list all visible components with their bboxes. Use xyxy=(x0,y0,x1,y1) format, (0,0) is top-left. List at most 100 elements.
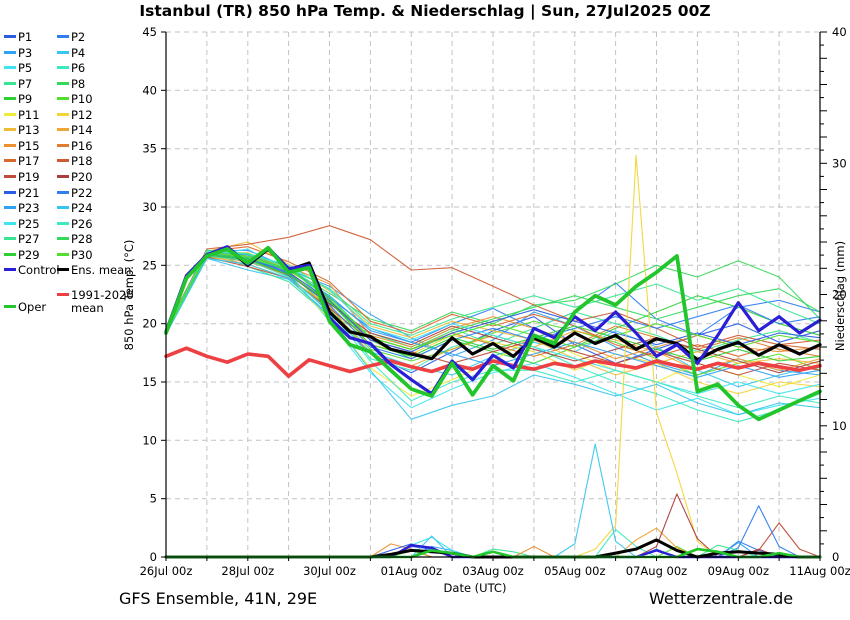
y-axis-right-tick-label: 20 xyxy=(832,288,847,302)
legend-item-p9: P9 xyxy=(4,92,32,106)
legend-label: P10 xyxy=(71,92,93,107)
site-credit-label: Wetterzentrale.de xyxy=(649,589,794,608)
legend-swatch xyxy=(4,50,16,54)
legend-item-p8: P8 xyxy=(57,77,85,91)
legend-label: P7 xyxy=(18,76,33,91)
y-axis-left-tick-label: 10 xyxy=(142,433,157,447)
legend-label: P5 xyxy=(18,61,33,76)
legend-swatch xyxy=(57,81,69,85)
legend-label: P21 xyxy=(18,185,40,200)
legend-swatch xyxy=(4,35,16,38)
series-temp-P25 xyxy=(165,250,821,395)
legend-swatch xyxy=(57,252,69,256)
legend-item-p6: P6 xyxy=(57,61,85,75)
legend-swatch xyxy=(4,252,16,256)
legend-item-p28: P28 xyxy=(57,232,93,246)
legend-swatch xyxy=(4,206,16,210)
x-axis-tick-label: 05Aug 00z xyxy=(544,564,605,578)
legend-label: Ens. mean xyxy=(71,263,132,278)
legend-label: P1 xyxy=(18,30,33,44)
legend-item-control: Control xyxy=(4,263,60,277)
legend-label: P18 xyxy=(71,154,93,169)
legend-swatch xyxy=(57,35,69,38)
legend-label: P26 xyxy=(71,216,93,231)
x-axis-tick-label: 09Aug 00z xyxy=(708,564,769,578)
legend-label: Control xyxy=(18,263,60,278)
legend-item-p16: P16 xyxy=(57,139,93,153)
chart-title: Istanbul (TR) 850 hPa Temp. & Niederschl… xyxy=(139,2,711,20)
y-axis-right-tick-label: 0 xyxy=(832,550,839,564)
legend-swatch xyxy=(57,66,69,70)
legend-label: P20 xyxy=(71,169,93,184)
legend-item-p29: P29 xyxy=(4,248,40,262)
legend-item-p22: P22 xyxy=(57,186,93,200)
y-axis-right-title: Niederschlag (mm) xyxy=(833,240,847,352)
legend-swatch xyxy=(57,293,69,296)
legend-swatch xyxy=(4,128,16,132)
legend-swatch xyxy=(4,221,16,225)
legend-item-p26: P26 xyxy=(57,217,93,231)
legend-label: P14 xyxy=(71,123,93,138)
legend-item-p15: P15 xyxy=(4,139,40,153)
legend-swatch xyxy=(57,143,69,147)
x-axis-tick-label: 28Jul 00z xyxy=(221,564,274,578)
legend-item-p25: P25 xyxy=(4,217,40,231)
legend-swatch xyxy=(57,190,69,194)
legend-item-oper: Oper xyxy=(4,300,46,314)
legend-swatch xyxy=(4,174,16,178)
legend-label: P28 xyxy=(71,232,93,247)
legend-label: P22 xyxy=(71,185,93,200)
legend-label: P9 xyxy=(18,92,33,107)
y-axis-right-tick-label: 10 xyxy=(832,419,847,433)
legend-swatch xyxy=(57,97,69,101)
series-temp-P27 xyxy=(165,249,821,336)
y-axis-left-tick-label: 20 xyxy=(142,317,157,331)
series-temp-P29 xyxy=(165,254,821,362)
legend-swatch xyxy=(4,159,16,163)
model-info-label: GFS Ensemble, 41N, 29E xyxy=(119,589,318,608)
legend-swatch xyxy=(4,143,16,147)
legend-label: 1991-2020 xyxy=(71,288,134,302)
y-axis-left-tick-label: 30 xyxy=(142,200,157,214)
y-axis-left-tick-label: 0 xyxy=(150,550,157,564)
legend-label: P16 xyxy=(71,138,93,153)
legend-item-p17: P17 xyxy=(4,154,40,168)
legend-item-p7: P7 xyxy=(4,77,32,91)
legend-label: P29 xyxy=(18,247,40,262)
legend-item-p13: P13 xyxy=(4,123,40,137)
y-axis-left-tick-label: 35 xyxy=(142,142,157,156)
legend-item-p5: P5 xyxy=(4,61,32,75)
y-axis-left-title: 850 hPa Temp. (°C) xyxy=(122,239,136,351)
legend-item-p20: P20 xyxy=(57,170,93,184)
legend-label: P15 xyxy=(18,138,40,153)
y-axis-left-tick-label: 45 xyxy=(142,25,157,39)
legend-item-p23: P23 xyxy=(4,201,40,215)
series-temp-P30 xyxy=(165,251,821,350)
legend-swatch xyxy=(57,159,69,163)
legend-item-p2: P2 xyxy=(57,30,85,44)
legend-item-p11: P11 xyxy=(4,108,40,122)
series-temp-climate-mean xyxy=(164,346,822,379)
legend-item-ens-mean: Ens. mean xyxy=(57,263,131,277)
legend-label: P3 xyxy=(18,45,33,60)
legend-label: P13 xyxy=(18,123,40,138)
legend-swatch xyxy=(4,66,16,70)
legend-item-p3: P3 xyxy=(4,46,32,60)
x-axis-title: Date (UTC) xyxy=(443,581,507,595)
x-axis-tick-label: 30Jul 00z xyxy=(303,564,356,578)
legend-label: P19 xyxy=(18,169,40,184)
series-temp-P21 xyxy=(165,253,821,353)
legend-swatch xyxy=(4,112,16,116)
legend-label: P12 xyxy=(71,107,93,122)
chart-legend: P1 P2 P3 P4 P5 P6 P7 P8 P9 P10 P11 P12 P13 P14 P15 P16 P… xyxy=(4,0,134,330)
legend-item-p4: P4 xyxy=(57,46,85,60)
legend-label: P23 xyxy=(18,201,40,216)
legend-item-p10: P10 xyxy=(57,92,93,106)
legend-swatch xyxy=(57,206,69,210)
legend-swatch xyxy=(4,268,16,272)
x-axis-tick-label: 03Aug 00z xyxy=(462,564,523,578)
series-temp-oper xyxy=(164,245,822,422)
y-axis-right-tick-label: 30 xyxy=(832,156,847,170)
